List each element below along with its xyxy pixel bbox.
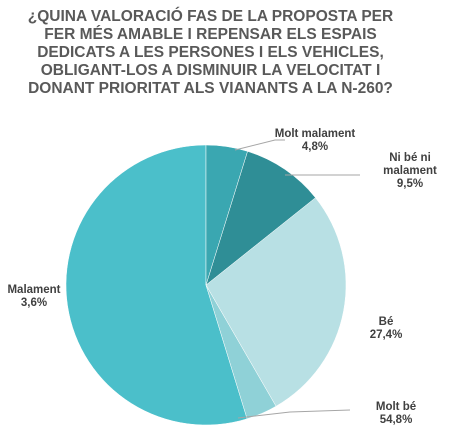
chart-title: ¿QUINA VALORACIÓ FAS DE LA PROPOSTA PER … xyxy=(27,8,394,97)
slice-name: Malament xyxy=(7,284,61,296)
slice-name: Ni bé ni malament xyxy=(383,152,437,177)
slice-value: 3,6% xyxy=(20,297,48,309)
leader-line xyxy=(237,409,351,419)
data-label: Bé 27,4% xyxy=(356,316,416,342)
pie-slice xyxy=(65,144,248,425)
pie-slice xyxy=(205,197,347,407)
slice-name: Bé xyxy=(378,316,394,328)
leader-line xyxy=(234,139,285,151)
slice-value: 4,8% xyxy=(301,141,329,153)
slice-name: Molt malament xyxy=(274,128,356,140)
slice-value: 27,4% xyxy=(369,329,403,341)
data-label: Molt bé 54,8% xyxy=(356,401,436,427)
pie-slice xyxy=(205,150,316,286)
pie-slice xyxy=(205,144,248,286)
data-label: Molt malament 4,8% xyxy=(255,128,375,154)
slice-value: 54,8% xyxy=(379,414,413,426)
slice-value: 9,5% xyxy=(396,178,424,190)
slice-name: Molt bé xyxy=(375,401,417,413)
data-label: Malament 3,6% xyxy=(4,284,64,310)
data-label: Ni bé ni malament 9,5% xyxy=(375,152,445,191)
